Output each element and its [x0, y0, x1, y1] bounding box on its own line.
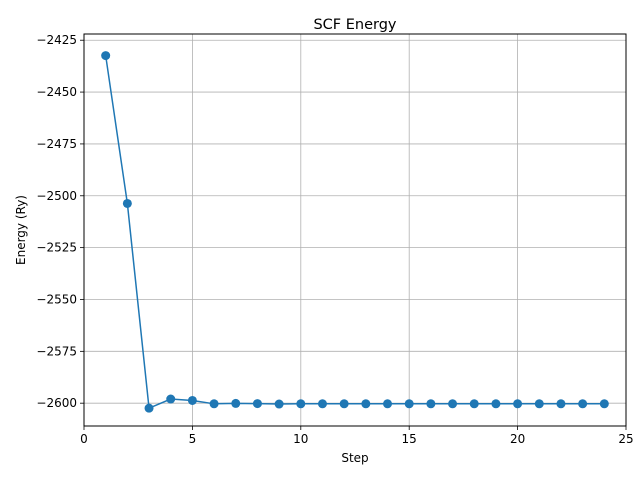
data-point [231, 398, 241, 408]
data-point [578, 399, 588, 409]
data-point [274, 399, 284, 409]
data-point [101, 51, 111, 61]
series-group [101, 51, 609, 413]
data-point [469, 399, 479, 409]
y-tick-label: −2500 [36, 189, 77, 203]
y-axis: −2425 −2450 −2475 −2500 −2525 −2550 −2575 −2600 [36, 33, 84, 410]
y-tick-label: −2475 [36, 137, 77, 151]
data-point [383, 399, 393, 409]
data-point [491, 399, 501, 409]
y-axis-label: Energy (Ry) [14, 195, 28, 265]
chart-title: SCF Energy [313, 17, 396, 33]
data-point [166, 394, 176, 404]
y-tick-label: −2425 [36, 33, 77, 47]
y-tick-label: −2575 [36, 344, 77, 358]
data-point [296, 399, 306, 409]
data-point [534, 399, 544, 409]
x-tick-label: 20 [510, 432, 525, 446]
series-line [104, 55, 605, 410]
data-point [122, 198, 132, 208]
grid [83, 34, 627, 426]
plot-frame [83, 33, 627, 427]
x-tick-label: 5 [189, 432, 197, 446]
data-point [599, 399, 609, 409]
data-point [144, 403, 154, 413]
x-tick-label: 25 [618, 432, 633, 446]
x-axis-label: Step [341, 451, 368, 465]
y-tick-label: −2450 [36, 85, 77, 99]
x-tick-label: 15 [402, 432, 417, 446]
x-tick-label: 10 [293, 432, 308, 446]
data-point [426, 399, 436, 409]
data-point [187, 395, 197, 405]
data-point [404, 399, 414, 409]
y-tick-label: −2550 [36, 292, 77, 306]
data-point [513, 399, 523, 409]
data-point [339, 399, 349, 409]
x-tick-label: 0 [80, 432, 88, 446]
y-tick-label: −2525 [36, 241, 77, 255]
x-axis: 0 5 10 15 20 25 [80, 426, 634, 446]
data-point [556, 399, 566, 409]
data-point [317, 399, 327, 409]
data-point [209, 399, 219, 409]
data-point [361, 399, 371, 409]
data-point [252, 399, 262, 409]
y-tick-label: −2600 [36, 396, 77, 410]
data-point [448, 399, 458, 409]
